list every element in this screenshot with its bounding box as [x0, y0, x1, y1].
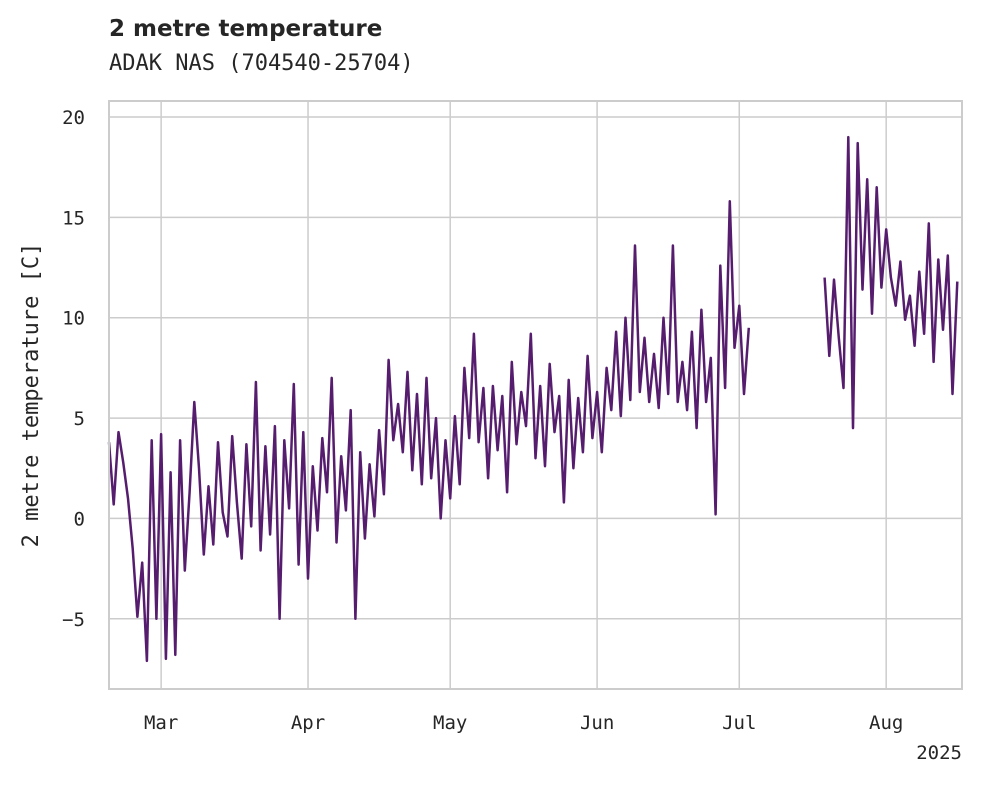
x-tick-label: Jun: [580, 712, 614, 734]
series-layer: [107, 135, 959, 663]
y-tick-label: 15: [62, 207, 85, 229]
chart-subtitle: ADAK NAS (704540-25704): [109, 51, 414, 76]
y-tick-label: 10: [62, 308, 85, 330]
x-tick-label: Apr: [291, 712, 325, 734]
x-axis-year-label: 2025: [916, 742, 962, 764]
y-tick-label: 0: [74, 508, 85, 530]
y-tick-label: 20: [62, 107, 85, 129]
y-tick-label: 5: [74, 408, 85, 430]
grid: [109, 101, 962, 689]
x-tick-label: Jul: [722, 712, 756, 734]
x-tick-label: May: [433, 712, 467, 734]
x-tick-label: Mar: [144, 712, 178, 734]
x-tick-label: Aug: [869, 712, 903, 734]
y-axis-label: 2 metre temperature [C]: [19, 243, 44, 548]
chart-title: 2 metre temperature: [109, 16, 383, 42]
series-line: [823, 135, 959, 430]
y-tick-label: −5: [62, 609, 85, 631]
series-line: [107, 200, 751, 663]
y-axis-ticks: −5 0 5 10 15 20: [62, 107, 85, 631]
x-axis-ticks: Mar Apr May Jun Jul Aug: [144, 712, 903, 734]
plot-frame: [108, 100, 963, 690]
